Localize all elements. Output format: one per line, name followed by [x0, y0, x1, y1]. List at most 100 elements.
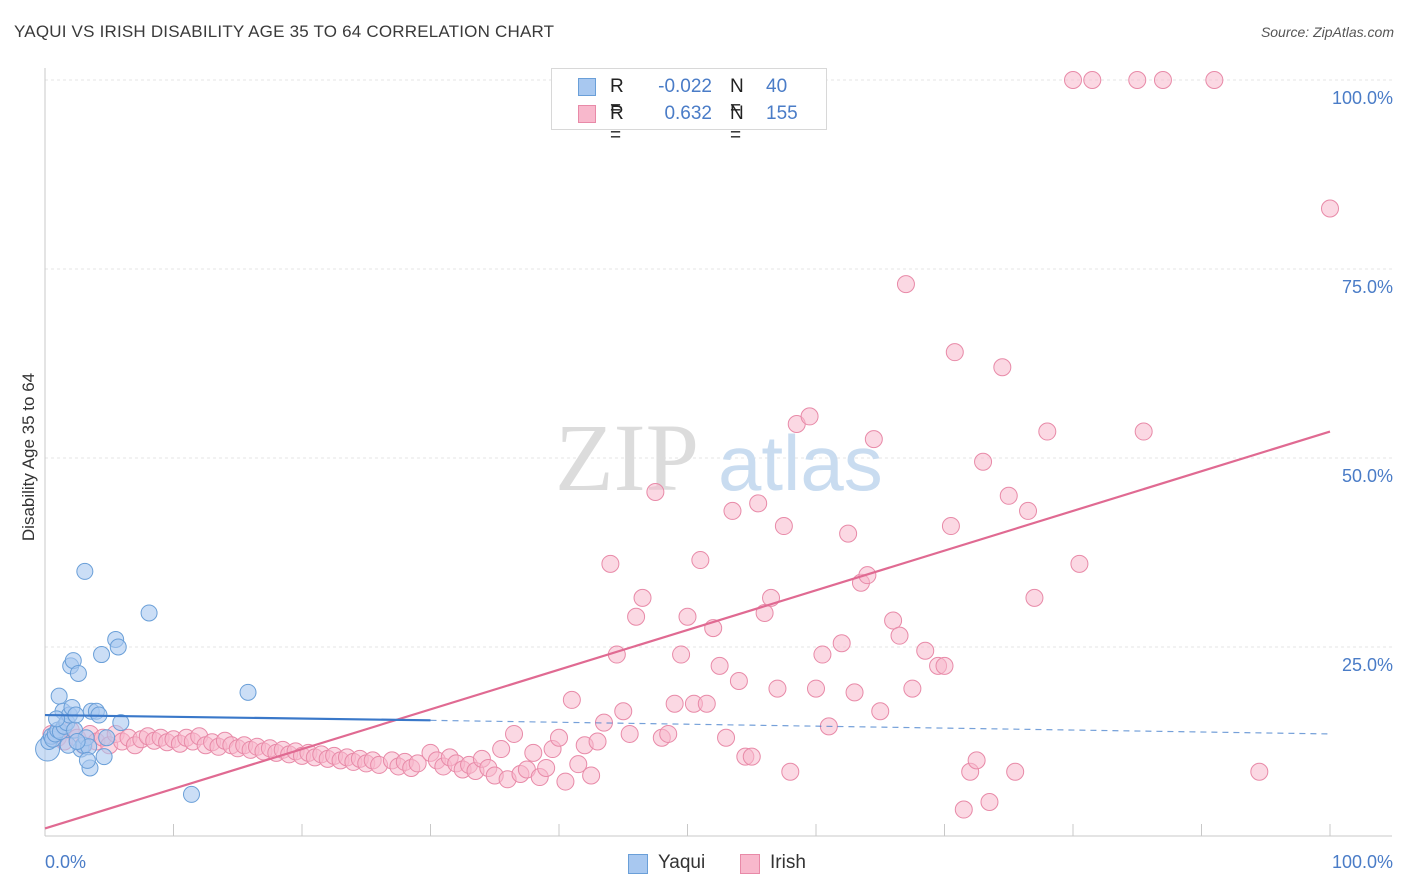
irish-point — [890, 626, 909, 645]
y-tick-label: 50.0% — [1342, 466, 1393, 486]
irish-point — [537, 758, 556, 777]
irish-point — [492, 740, 511, 759]
irish-point — [723, 501, 742, 520]
axes — [44, 68, 1392, 837]
irish-point — [1006, 762, 1025, 781]
irish-point — [505, 724, 524, 743]
legend-r-label: R = — [610, 76, 624, 119]
irish-point — [1019, 501, 1038, 520]
yaqui-point — [50, 687, 68, 705]
x-tick-label: 100.0% — [1332, 852, 1393, 872]
yaqui-trend-line — [44, 713, 431, 722]
y-axis-title: Disability Age 35 to 64 — [19, 373, 38, 541]
irish-point — [774, 517, 793, 536]
yaqui-point — [69, 664, 87, 682]
irish-point — [1038, 422, 1057, 441]
irish-point — [807, 679, 825, 698]
irish-point — [813, 645, 832, 664]
yaqui-point — [93, 646, 111, 664]
irish-point — [678, 607, 697, 626]
legend-n-label: N = — [730, 76, 744, 119]
irish-point — [864, 430, 883, 449]
irish-point — [967, 751, 986, 770]
correlation-legend: R = -0.022 N = 40 R = 0.632 N = 155 — [551, 68, 827, 146]
irish-point — [717, 728, 736, 747]
trend-lines — [44, 430, 1331, 830]
y-tick-label: 75.0% — [1342, 277, 1393, 297]
irish-point — [1064, 71, 1082, 89]
irish-point — [659, 724, 678, 743]
yaqui-trend-extension — [430, 719, 1331, 735]
irish-point — [1321, 199, 1339, 218]
irish-point — [1083, 71, 1102, 89]
irish-point — [845, 683, 864, 702]
yaqui-points — [35, 562, 257, 803]
yaqui-point — [239, 683, 257, 701]
legend-n-value: 155 — [766, 103, 798, 124]
irish-point — [588, 732, 607, 751]
gridlines — [45, 79, 1392, 648]
source-label: Source: ZipAtlas.com — [1260, 24, 1394, 40]
yaqui-point — [109, 638, 127, 656]
irish-point — [755, 603, 774, 622]
series-swatch-yaqui — [628, 854, 648, 874]
irish-point — [672, 645, 691, 664]
watermark: ZIP atlas — [555, 404, 883, 511]
irish-point — [781, 762, 800, 781]
irish-point — [935, 656, 954, 675]
irish-point — [524, 743, 543, 762]
irish-point — [646, 483, 665, 502]
yaqui-point — [112, 714, 130, 732]
irish-point — [556, 772, 575, 791]
irish-point — [839, 524, 858, 543]
legend-n-label: N = — [730, 103, 744, 146]
legend-r-value: 0.632 — [664, 103, 712, 124]
irish-point — [1134, 422, 1153, 441]
irish-point — [582, 766, 601, 785]
irish-point — [614, 702, 633, 721]
irish-point — [1128, 71, 1147, 89]
irish-point — [916, 641, 935, 660]
watermark-zip: ZIP — [555, 404, 699, 511]
irish-point — [903, 679, 922, 698]
irish-point — [1025, 588, 1044, 607]
irish-point — [884, 611, 903, 630]
yaqui-point — [98, 729, 116, 747]
legend-r-value: -0.022 — [658, 76, 712, 97]
yaqui-point — [68, 733, 86, 750]
irish-point — [871, 702, 890, 721]
irish-point — [601, 554, 620, 573]
yaqui-point — [95, 748, 113, 766]
irish-point — [1070, 554, 1089, 573]
x-tick-label: 0.0% — [45, 852, 86, 872]
irish-point — [993, 358, 1012, 377]
yaqui-point — [48, 710, 66, 728]
irish-point — [691, 551, 710, 570]
irish-point — [627, 607, 646, 626]
irish-point — [974, 452, 993, 471]
yaqui-point — [76, 562, 94, 580]
irish-point — [620, 724, 639, 743]
irish-point — [954, 800, 973, 819]
y-tick-label: 25.0% — [1342, 655, 1393, 675]
yaqui-point — [78, 751, 96, 769]
yaqui-point — [140, 604, 158, 622]
irish-point — [550, 728, 568, 747]
irish-point — [710, 656, 729, 675]
irish-point — [697, 694, 716, 713]
series-swatch-irish — [740, 854, 760, 874]
irish-point — [945, 343, 964, 362]
irish-point — [408, 754, 427, 773]
irish-point — [569, 755, 588, 774]
legend-r-label: R = — [610, 103, 624, 146]
legend-swatch-yaqui — [578, 78, 596, 96]
tick-labels: 25.0% 50.0% 75.0% 100.0% 0.0% 100.0% — [45, 88, 1393, 872]
irish-trend-line — [44, 430, 1331, 830]
watermark-atlas: atlas — [718, 419, 883, 507]
irish-point — [749, 494, 768, 513]
legend-n-value: 40 — [766, 76, 788, 97]
irish-point — [1153, 71, 1172, 89]
chart-title: YAQUI VS IRISH DISABILITY AGE 35 TO 64 C… — [14, 22, 555, 41]
irish-point — [633, 588, 652, 607]
